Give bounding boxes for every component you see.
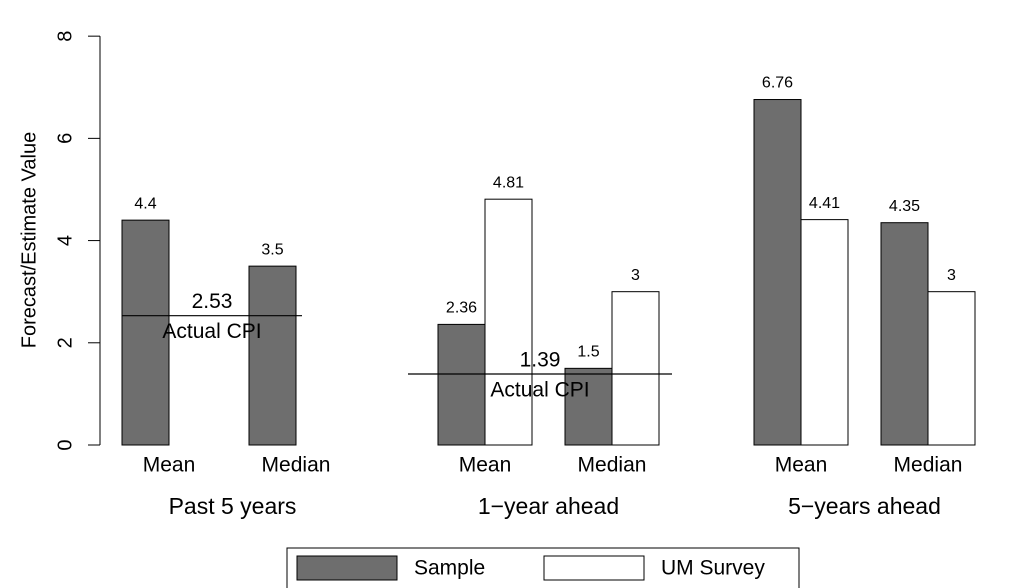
value-label: 4.35: [889, 198, 920, 215]
bar: [248, 265, 297, 446]
reference-label: Actual CPI: [490, 379, 589, 402]
value-label: 3.5: [261, 241, 283, 258]
value-label: 1.5: [577, 344, 599, 361]
y-tick-label: 6: [54, 133, 76, 144]
reference-label: Actual CPI: [162, 320, 261, 343]
legend-label: UM Survey: [661, 557, 765, 580]
bar: [437, 323, 486, 446]
x-tick-label: Median: [262, 454, 331, 477]
bar: [927, 291, 976, 446]
x-tick-label: Mean: [459, 454, 512, 477]
y-tick-label: 8: [54, 31, 76, 42]
legend-box: [286, 547, 800, 588]
legend-swatch: [296, 555, 398, 581]
x-tick-label: Median: [578, 454, 647, 477]
y-tick-label: 0: [54, 439, 76, 450]
group-label: 1−year ahead: [478, 493, 619, 519]
y-tick-label: 2: [54, 337, 76, 348]
x-tick-label: Mean: [775, 454, 828, 477]
value-label: 3: [947, 267, 956, 284]
legend-swatch: [543, 555, 645, 581]
group-label: 5−years ahead: [788, 493, 941, 519]
bar: [800, 219, 849, 446]
bar: [611, 291, 660, 446]
value-label: 2.36: [446, 300, 477, 317]
reference-value: 1.39: [520, 349, 561, 372]
y-tick-label: 4: [54, 235, 76, 246]
bar: [484, 198, 533, 446]
value-label: 4.4: [134, 195, 156, 212]
value-label: 3: [631, 267, 640, 284]
reference-value: 2.53: [192, 290, 233, 313]
bar: [121, 219, 170, 446]
legend-label: Sample: [414, 557, 485, 580]
x-tick-label: Median: [894, 454, 963, 477]
group-label: Past 5 years: [169, 493, 297, 519]
value-label: 6.76: [762, 75, 793, 92]
y-axis-label: Forecast/Estimate Value: [18, 132, 40, 348]
bar: [880, 222, 929, 446]
bar: [753, 99, 802, 446]
value-label: 4.41: [809, 195, 840, 212]
x-tick-label: Mean: [143, 454, 196, 477]
value-label: 4.81: [493, 174, 524, 191]
